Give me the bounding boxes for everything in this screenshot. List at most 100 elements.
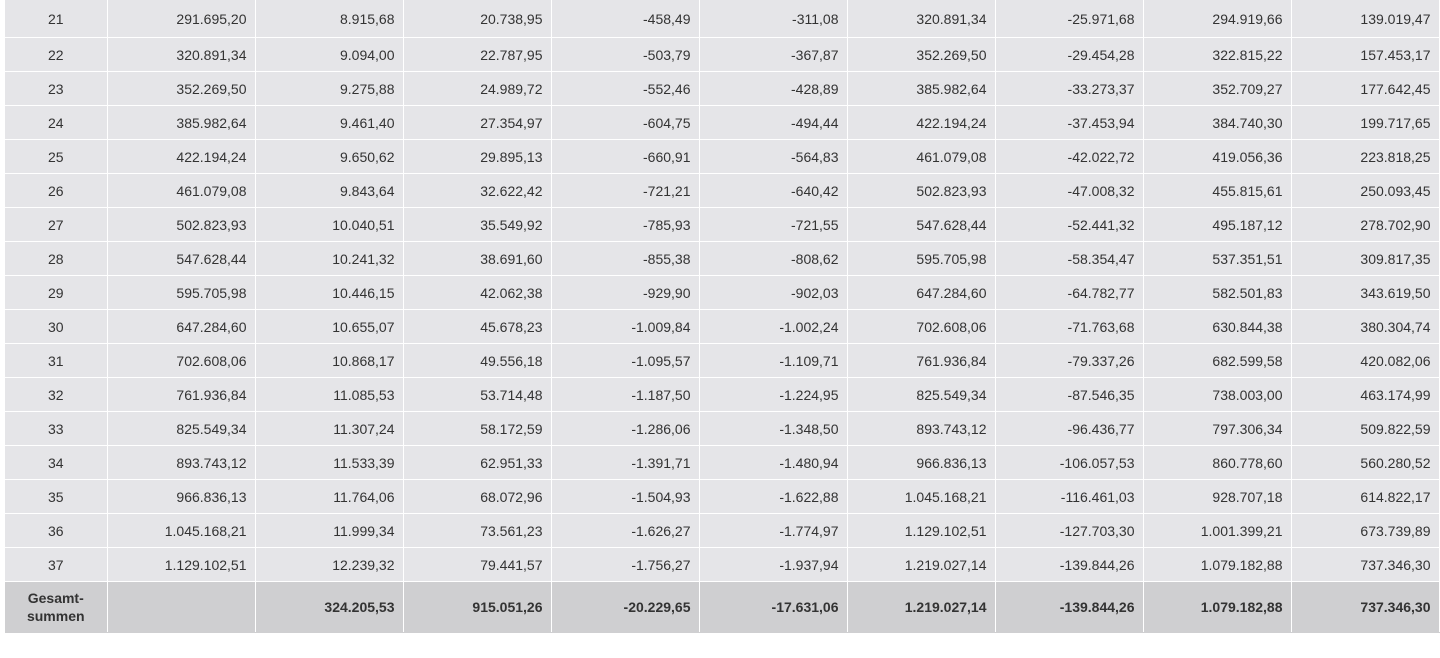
value-cell: -311,08 bbox=[699, 0, 848, 38]
totals-row: Gesamt-summen 324.205,53 915.051,26 -20.229… bbox=[5, 581, 1440, 633]
totals-value-cell: -17.631,06 bbox=[699, 581, 848, 633]
value-cell: 177.642,45 bbox=[1291, 71, 1440, 106]
value-cell: -106.057,53 bbox=[995, 445, 1144, 480]
value-cell: 45.678,23 bbox=[403, 309, 552, 344]
value-cell: 825.549,34 bbox=[107, 411, 256, 446]
year-cell: 25 bbox=[5, 139, 108, 174]
value-cell: -1.286,06 bbox=[551, 411, 700, 446]
totals-value-cell: 915.051,26 bbox=[403, 581, 552, 633]
value-cell: 463.174,99 bbox=[1291, 377, 1440, 412]
year-cell: 29 bbox=[5, 275, 108, 310]
value-cell: -552,46 bbox=[551, 71, 700, 106]
value-cell: 1.129.102,51 bbox=[107, 547, 256, 582]
table-row: 28 547.628,44 10.241,32 38.691,60 -855,38 -80… bbox=[5, 241, 1440, 276]
value-cell: -47.008,32 bbox=[995, 173, 1144, 208]
value-cell: 385.982,64 bbox=[847, 71, 996, 106]
value-cell: -71.763,68 bbox=[995, 309, 1144, 344]
value-cell: -1.391,71 bbox=[551, 445, 700, 480]
table-row: 37 1.129.102,51 12.239,32 79.441,57 -1.756,2… bbox=[5, 547, 1440, 582]
value-cell: 278.702,90 bbox=[1291, 207, 1440, 242]
value-cell: 58.172,59 bbox=[403, 411, 552, 446]
value-cell: 797.306,34 bbox=[1143, 411, 1292, 446]
year-cell: 35 bbox=[5, 479, 108, 514]
year-cell: 37 bbox=[5, 547, 108, 582]
value-cell: 547.628,44 bbox=[847, 207, 996, 242]
value-cell: 560.280,52 bbox=[1291, 445, 1440, 480]
value-cell: 12.239,32 bbox=[255, 547, 404, 582]
value-cell: 509.822,59 bbox=[1291, 411, 1440, 446]
totals-label: Gesamt-summen bbox=[5, 581, 108, 633]
value-cell: -64.782,77 bbox=[995, 275, 1144, 310]
value-cell: 966.836,13 bbox=[107, 479, 256, 514]
value-cell: 9.650,62 bbox=[255, 139, 404, 174]
value-cell: 27.354,97 bbox=[403, 105, 552, 140]
value-cell: 49.556,18 bbox=[403, 343, 552, 378]
year-cell: 36 bbox=[5, 513, 108, 548]
value-cell: 24.989,72 bbox=[403, 71, 552, 106]
value-cell: 547.628,44 bbox=[107, 241, 256, 276]
value-cell: -139.844,26 bbox=[995, 547, 1144, 582]
value-cell: -33.273,37 bbox=[995, 71, 1144, 106]
value-cell: 322.815,22 bbox=[1143, 37, 1292, 72]
value-cell: 761.936,84 bbox=[107, 377, 256, 412]
table-row: 29 595.705,98 10.446,15 42.062,38 -929,90 -90… bbox=[5, 275, 1440, 310]
value-cell: 1.079.182,88 bbox=[1143, 547, 1292, 582]
value-cell: 10.241,32 bbox=[255, 241, 404, 276]
value-cell: 422.194,24 bbox=[847, 105, 996, 140]
value-cell: 352.269,50 bbox=[107, 71, 256, 106]
value-cell: 73.561,23 bbox=[403, 513, 552, 548]
value-cell: -640,42 bbox=[699, 173, 848, 208]
value-cell: -1.109,71 bbox=[699, 343, 848, 378]
value-cell: 29.895,13 bbox=[403, 139, 552, 174]
value-cell: 702.608,06 bbox=[847, 309, 996, 344]
value-cell: 42.062,38 bbox=[403, 275, 552, 310]
value-cell: 455.815,61 bbox=[1143, 173, 1292, 208]
value-cell: 461.079,08 bbox=[107, 173, 256, 208]
value-cell: -37.453,94 bbox=[995, 105, 1144, 140]
value-cell: 495.187,12 bbox=[1143, 207, 1292, 242]
table-row: 24 385.982,64 9.461,40 27.354,97 -604,75 -494… bbox=[5, 105, 1440, 140]
value-cell: -87.546,35 bbox=[995, 377, 1144, 412]
table-row: 36 1.045.168,21 11.999,34 73.561,23 -1.626,2… bbox=[5, 513, 1440, 548]
value-cell: 1.045.168,21 bbox=[847, 479, 996, 514]
value-cell: -1.774,97 bbox=[699, 513, 848, 548]
value-cell: 385.982,64 bbox=[107, 105, 256, 140]
table-row: 23 352.269,50 9.275,88 24.989,72 -552,46 -428… bbox=[5, 71, 1440, 106]
value-cell: -116.461,03 bbox=[995, 479, 1144, 514]
value-cell: -604,75 bbox=[551, 105, 700, 140]
totals-label-line2: summen bbox=[26, 608, 85, 624]
value-cell: 11.307,24 bbox=[255, 411, 404, 446]
value-cell: 352.269,50 bbox=[847, 37, 996, 72]
value-cell: -29.454,28 bbox=[995, 37, 1144, 72]
value-cell: 461.079,08 bbox=[847, 139, 996, 174]
value-cell: 68.072,96 bbox=[403, 479, 552, 514]
value-cell: 384.740,30 bbox=[1143, 105, 1292, 140]
table-row: 31 702.608,06 10.868,17 49.556,18 -1.095,57-… bbox=[5, 343, 1440, 378]
value-cell: 10.655,07 bbox=[255, 309, 404, 344]
value-cell: -564,83 bbox=[699, 139, 848, 174]
value-cell: -929,90 bbox=[551, 275, 700, 310]
totals-value-cell: 324.205,53 bbox=[255, 581, 404, 633]
value-cell: 320.891,34 bbox=[847, 0, 996, 38]
value-cell: 893.743,12 bbox=[847, 411, 996, 446]
year-cell: 24 bbox=[5, 105, 108, 140]
value-cell: 647.284,60 bbox=[107, 309, 256, 344]
table-row: 26 461.079,08 9.843,64 32.622,42 -721,21 -640… bbox=[5, 173, 1440, 208]
value-cell: 11.533,39 bbox=[255, 445, 404, 480]
value-cell: 673.739,89 bbox=[1291, 513, 1440, 548]
value-cell: -458,49 bbox=[551, 0, 700, 38]
value-cell: 537.351,51 bbox=[1143, 241, 1292, 276]
value-cell: 825.549,34 bbox=[847, 377, 996, 412]
value-cell: 294.919,66 bbox=[1143, 0, 1292, 38]
table-body: 21 291.695,20 8.915,68 20.738,95 -458,49 -311… bbox=[5, 0, 1440, 633]
value-cell: 1.045.168,21 bbox=[107, 513, 256, 548]
value-cell: 737.346,30 bbox=[1291, 547, 1440, 582]
value-cell: -721,55 bbox=[699, 207, 848, 242]
value-cell: 8.915,68 bbox=[255, 0, 404, 38]
totals-value-cell: -139.844,26 bbox=[995, 581, 1144, 633]
value-cell: 1.219.027,14 bbox=[847, 547, 996, 582]
year-cell: 26 bbox=[5, 173, 108, 208]
value-cell: -58.354,47 bbox=[995, 241, 1144, 276]
value-cell: -96.436,77 bbox=[995, 411, 1144, 446]
table-row: 35 966.836,13 11.764,06 68.072,96 -1.504,93-… bbox=[5, 479, 1440, 514]
